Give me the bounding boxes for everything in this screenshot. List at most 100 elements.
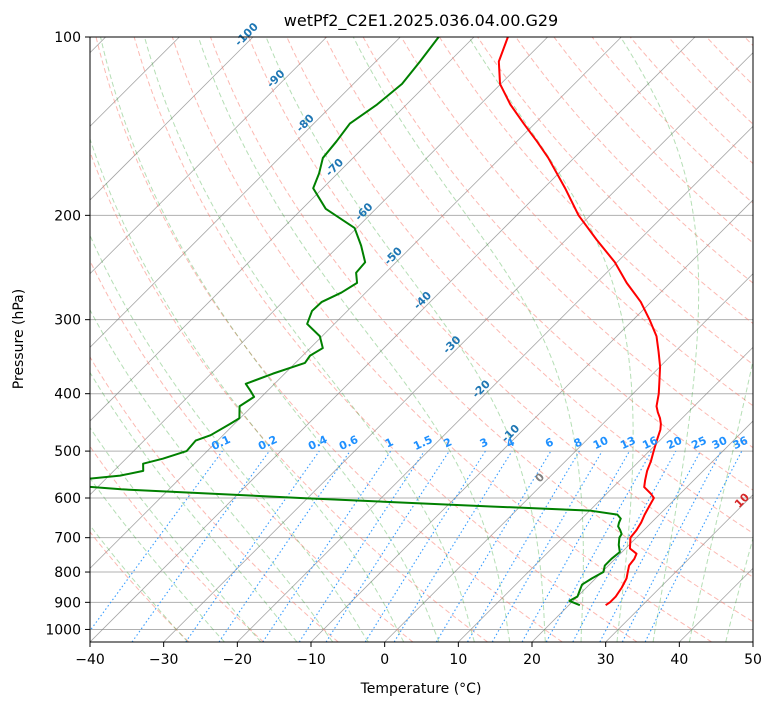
dry-adiabat-line [668, 37, 753, 125]
y-tick-label: 900 [54, 595, 81, 611]
background-lines [90, 37, 753, 642]
moist-adiabat-line [620, 37, 700, 642]
axis-ticks: −40 −30 −20 −10 0 10 20 30 40 5010020030040050060… [45, 30, 762, 668]
y-tick-label: 200 [54, 208, 81, 224]
y-tick-label: 800 [54, 565, 81, 581]
mixing-ratio-line [521, 450, 630, 642]
moist-adiabat-line [90, 371, 298, 642]
isotherm-line [90, 37, 327, 275]
mixing-ratio-line [435, 450, 552, 642]
isotherm-line [90, 37, 548, 496]
moist-adiabat-line [688, 358, 753, 642]
moist-adiabat-line [144, 37, 475, 642]
mixing-ratio-label: 20 [665, 434, 685, 452]
mixing-ratio-label: 3 [478, 435, 490, 450]
dry-adiabat-line [744, 37, 753, 47]
mixing-ratio-line [90, 450, 223, 632]
line-annotations: 0.1 0.2 0.4 0.6 1 1.5 2 3 4 6 8 10 13 16 20 25 30 36-100-… [209, 20, 752, 511]
isotherm-label: -10 [499, 422, 522, 445]
dry-adiabat-line [133, 37, 638, 642]
chart-title: wetPf2_C2E1.2025.036.04.00.G29 [284, 11, 558, 31]
isotherm-label: -50 [382, 244, 405, 267]
isotherm-label: -80 [294, 111, 317, 134]
y-tick-label: 600 [54, 491, 81, 507]
mixing-ratio-line [393, 450, 513, 642]
isotherm-line [90, 37, 254, 201]
x-tick-label: 20 [523, 652, 541, 668]
dry-adiabat-line [90, 531, 190, 642]
isotherm-label: -100 [232, 20, 261, 49]
mixing-ratio-line [262, 450, 392, 642]
x-tick-label: 10 [449, 652, 467, 668]
dry-adiabat-line [477, 37, 753, 325]
y-tick-label: 300 [54, 313, 81, 329]
dry-adiabat-line [591, 37, 753, 204]
mixing-ratio-line [545, 450, 653, 642]
dry-adiabat-line [515, 37, 753, 284]
profile-lines [90, 37, 662, 607]
moist-adiabat-line [468, 37, 634, 642]
x-tick-label: 0 [380, 652, 389, 668]
dry-adiabat-line [248, 37, 753, 578]
y-tick-label: 100 [54, 30, 81, 46]
dry-adiabat-line [439, 37, 753, 366]
isotherm-label: -40 [411, 289, 434, 312]
isotherm-line [90, 37, 622, 569]
x-tick-label: 30 [597, 652, 615, 668]
mixing-ratio-label: 0.4 [306, 433, 329, 453]
mixing-ratio-line [185, 450, 320, 642]
mixing-ratio-label: 1.5 [411, 433, 434, 453]
moist-adiabat-line [90, 308, 334, 642]
dry-adiabat-line [553, 37, 753, 244]
thetae-label: 10 [732, 490, 752, 510]
mixing-ratio-label: 30 [710, 434, 730, 452]
mixing-ratio-label: 13 [618, 434, 637, 452]
isotherm-label: 0 [533, 470, 548, 485]
x-tick-label: 40 [670, 652, 688, 668]
isotherm-line [531, 420, 753, 642]
mixing-ratio-line [218, 450, 351, 642]
y-axis-title: Pressure (hPa) [11, 289, 27, 389]
mixing-ratio-label: 0.2 [256, 433, 279, 453]
isotherm-line [90, 37, 475, 422]
moist-adiabat-line [197, 37, 511, 642]
mixing-ratio-label: 6 [543, 435, 556, 450]
mixing-ratio-line [621, 450, 722, 642]
dry-adiabat-line [324, 37, 753, 491]
isotherm-line [458, 346, 753, 642]
isotherm-line [237, 125, 753, 642]
moist-adiabat-line [90, 477, 225, 642]
mixing-ratio-line [467, 450, 580, 642]
dry-adiabat-line [210, 37, 753, 623]
x-tick-label: −40 [75, 652, 105, 668]
isotherm-label: -20 [470, 377, 493, 400]
moist-adiabat-line [90, 524, 189, 642]
isotherm-line [90, 37, 696, 642]
isotherm-label: -70 [323, 156, 346, 179]
dry-adiabat-line [90, 445, 264, 642]
x-tick-label: −10 [296, 652, 326, 668]
isotherm-label: -90 [264, 67, 287, 90]
x-tick-label: −20 [223, 652, 253, 668]
mixing-ratio-line [599, 450, 702, 642]
temperature-profile-line [497, 37, 662, 607]
moist-adiabat-line [265, 37, 546, 642]
isotherm-line [679, 567, 753, 642]
moist-adiabat-line [90, 426, 262, 642]
y-tick-label: 500 [54, 444, 81, 460]
dry-adiabat-line [90, 259, 414, 642]
isotherm-label: -30 [440, 333, 463, 356]
dry-adiabat-line [90, 150, 488, 642]
moist-adiabat-line [90, 234, 369, 642]
isotherm-label: -60 [352, 200, 375, 223]
isotherm-line [752, 641, 753, 642]
mixing-ratio-label: 25 [689, 434, 708, 452]
moist-adiabat-line [725, 536, 753, 642]
plot-frame [89, 36, 754, 643]
isotherm-line [90, 37, 401, 348]
dry-adiabat-line [400, 37, 753, 407]
mixing-ratio-label: 16 [640, 434, 660, 452]
dry-adiabat-line [706, 37, 753, 86]
dry-adiabat-line [362, 37, 753, 449]
